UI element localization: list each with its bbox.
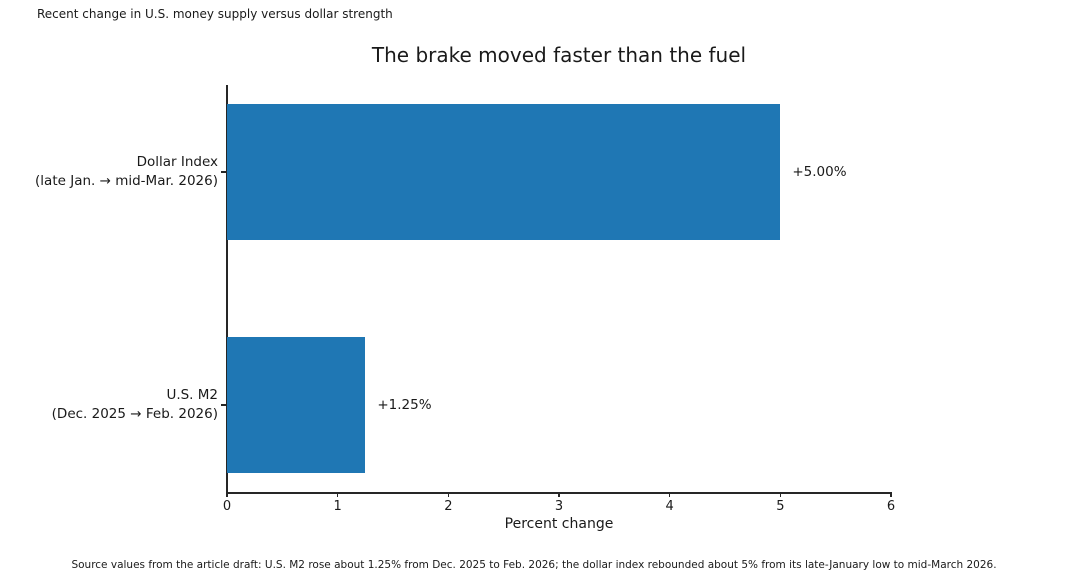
plot-area: Dollar Index (late Jan. → mid-Mar. 2026)… bbox=[35, 85, 895, 514]
x-axis-title: Percent change bbox=[504, 516, 614, 532]
x-tick-label: 4 bbox=[665, 499, 674, 514]
x-tick-label: 1 bbox=[333, 499, 342, 514]
bar-dollar-index bbox=[227, 104, 781, 240]
figure-suptitle: Recent change in U.S. money supply versu… bbox=[37, 7, 393, 21]
x-tick-mark bbox=[226, 492, 228, 497]
x-tick-label: 2 bbox=[444, 499, 453, 514]
x-tick-mark bbox=[890, 492, 892, 497]
y-label-line: (Dec. 2025 → Feb. 2026) bbox=[51, 406, 218, 422]
y-axis-label-us-m2: U.S. M2 (Dec. 2025 → Feb. 2026) bbox=[52, 386, 218, 424]
y-tick-mark bbox=[221, 171, 226, 173]
x-tick-mark bbox=[336, 492, 339, 497]
x-tick-label: 3 bbox=[554, 499, 564, 514]
chart-title: The brake moved faster than the fuel bbox=[371, 43, 747, 67]
y-label-line: U.S. M2 bbox=[166, 387, 218, 403]
y-tick-mark bbox=[221, 404, 226, 406]
x-tick-mark bbox=[779, 492, 782, 497]
x-tick-label: 6 bbox=[886, 499, 896, 514]
x-tick-mark bbox=[447, 492, 450, 497]
y-label-line: Dollar Index bbox=[136, 154, 218, 170]
x-tick-label: 0 bbox=[222, 499, 232, 514]
x-tick-mark bbox=[668, 492, 671, 497]
y-axis-label-dollar-index: Dollar Index (late Jan. → mid-Mar. 2026) bbox=[35, 153, 218, 191]
bar-value-label-us-m2: +1.25% bbox=[377, 397, 432, 413]
source-note: Source values from the article draft: U.… bbox=[71, 559, 997, 571]
y-label-line: (late Jan. → mid-Mar. 2026) bbox=[35, 173, 218, 189]
x-tick-mark bbox=[558, 492, 560, 497]
y-axis-spine bbox=[226, 85, 228, 492]
bar-us-m2 bbox=[227, 337, 366, 473]
bar-value-label-dollar-index: +5.00% bbox=[792, 164, 847, 180]
x-tick-label: 5 bbox=[776, 499, 785, 514]
